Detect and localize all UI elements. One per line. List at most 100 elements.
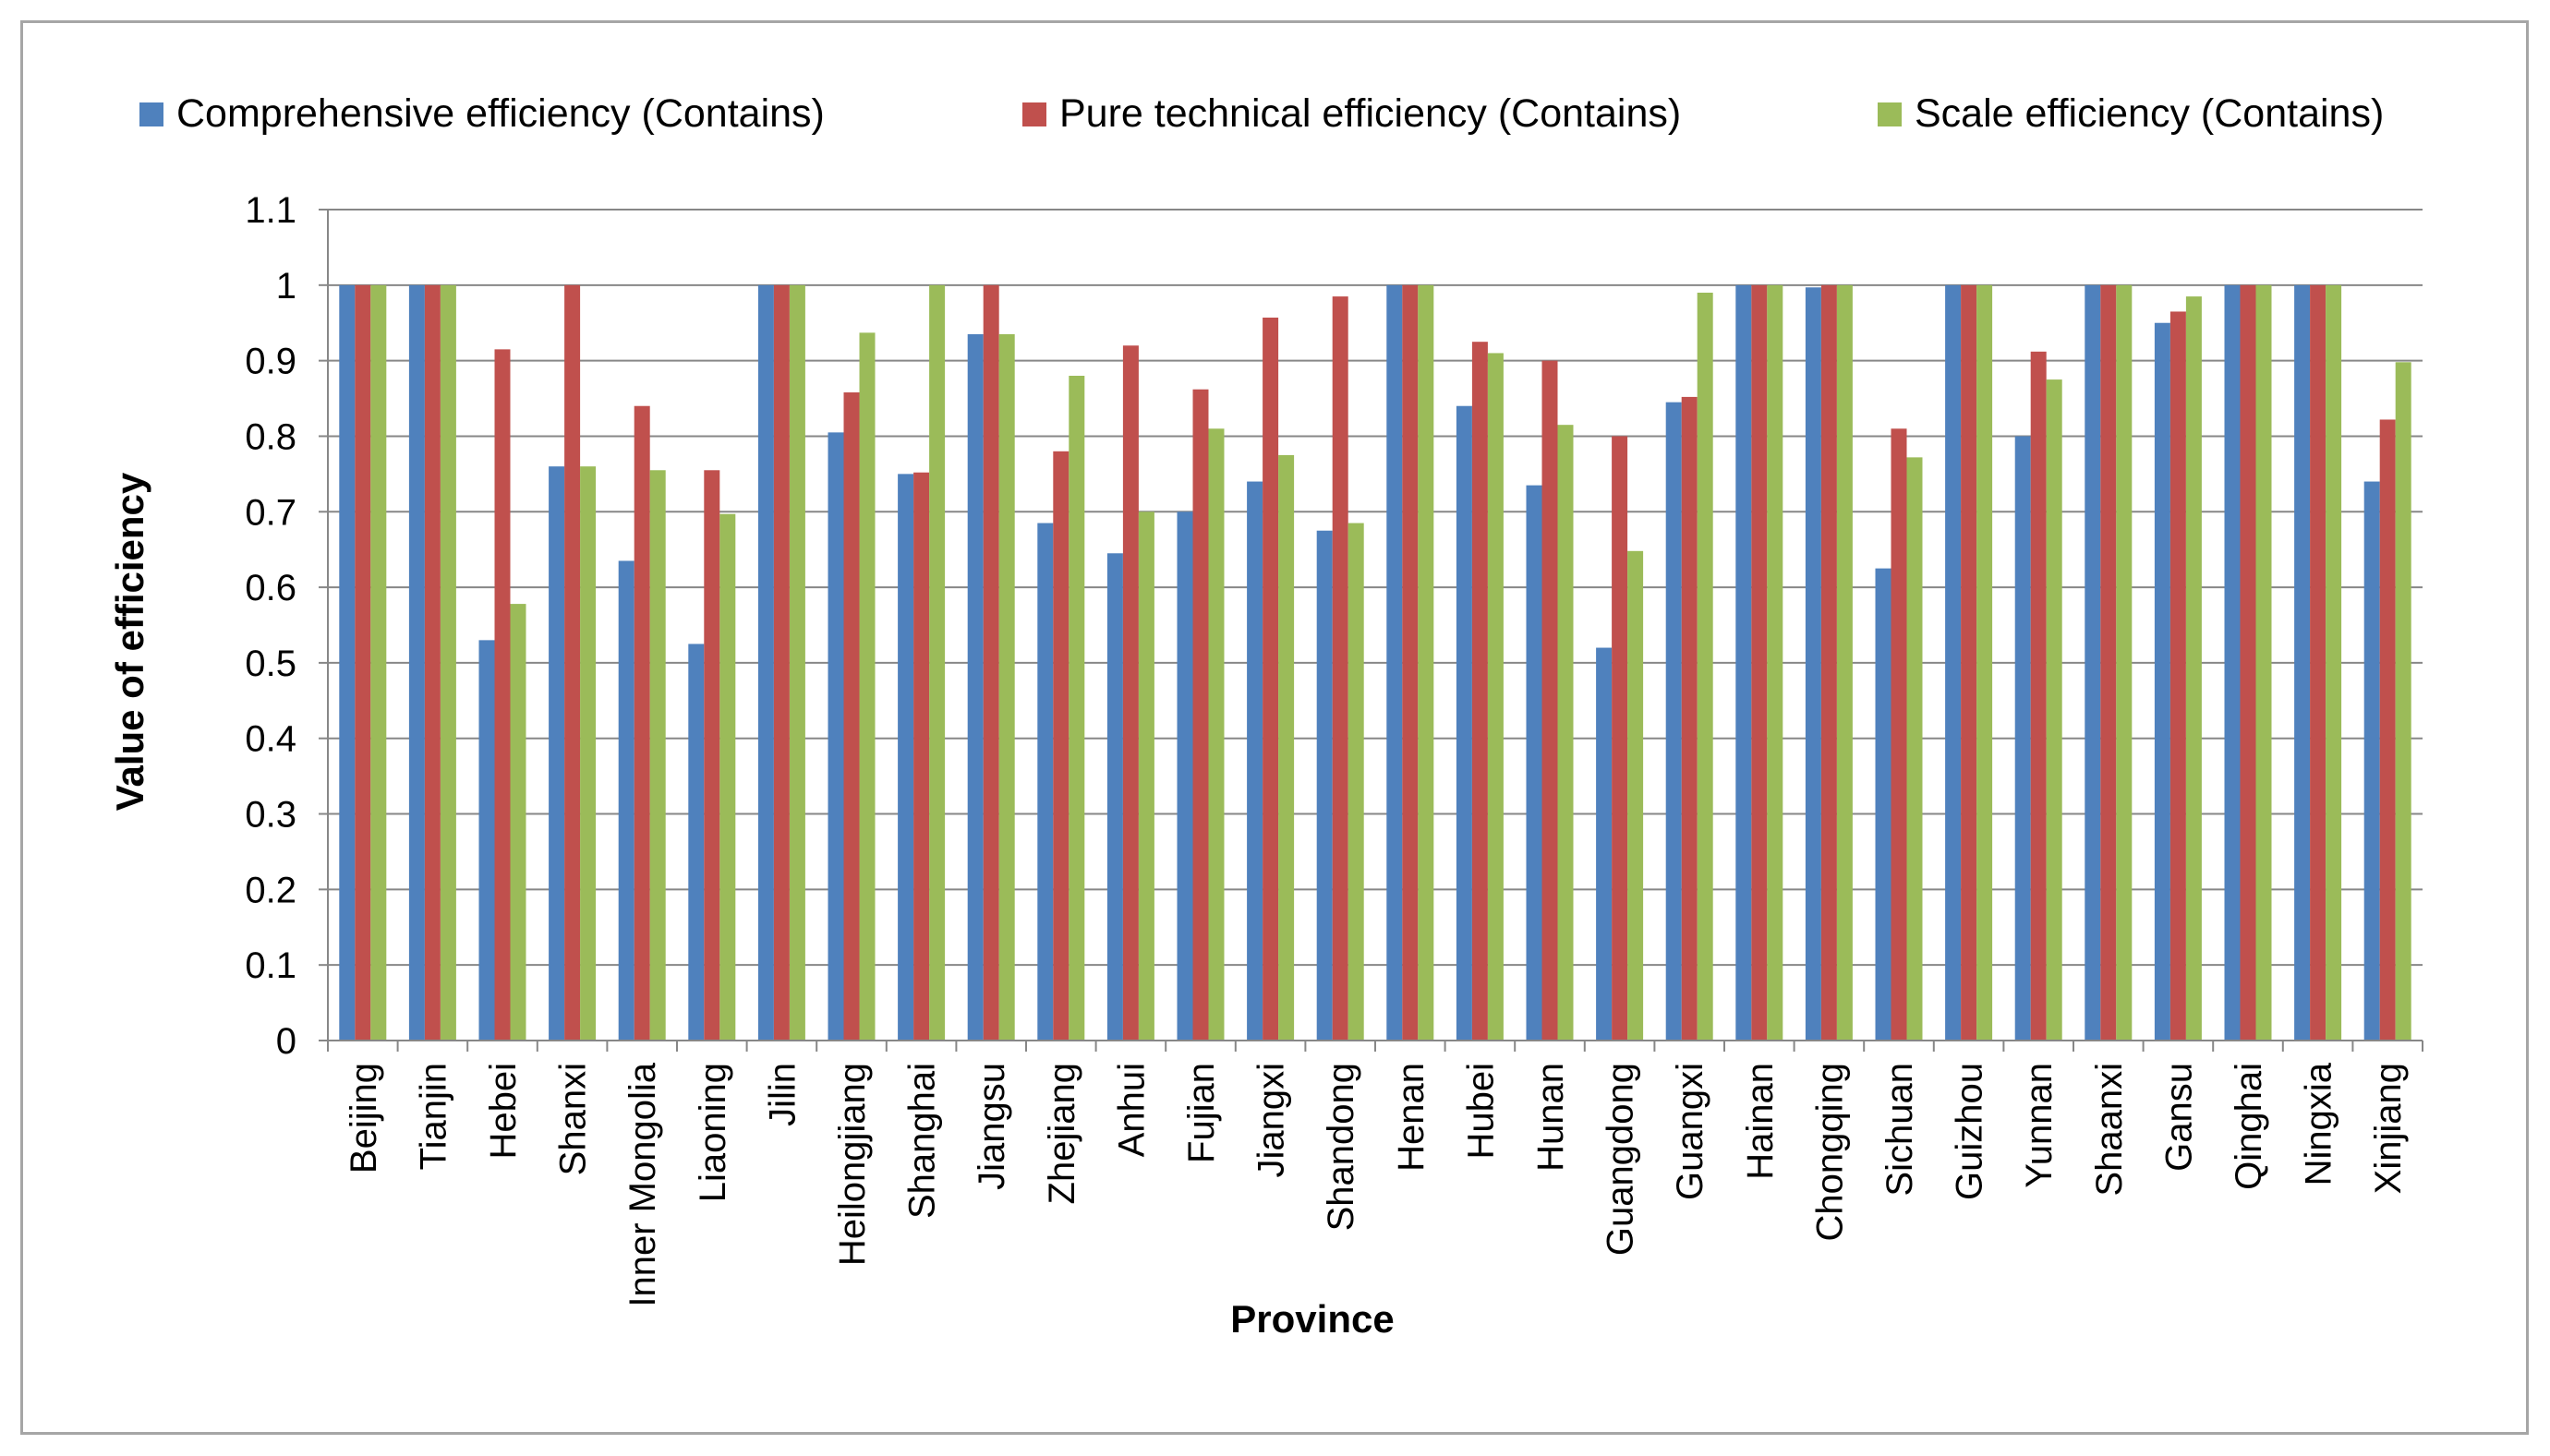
bar-jiangxi-series-3 (1278, 454, 1295, 1041)
x-tick-label: Gansu (2158, 1063, 2199, 1172)
bar-beijing-series-2 (355, 284, 371, 1041)
bar-henan-series-2 (1402, 284, 1419, 1041)
bar-hebei-series-3 (510, 604, 526, 1041)
bar-ningxia-series-2 (2310, 284, 2326, 1041)
legend: Comprehensive efficiency (Contains) Pure … (139, 91, 2384, 136)
bar-jiangxi-series-1 (1247, 481, 1263, 1041)
bar-hebei-series-1 (478, 640, 495, 1041)
bar-gansu-series-3 (2185, 296, 2202, 1041)
bar-inner-mongolia-series-2 (634, 405, 650, 1041)
bar-ningxia-series-1 (2294, 284, 2311, 1041)
legend-swatch-series-2 (1022, 102, 1046, 126)
x-tick-label: Sichuan (1879, 1063, 1920, 1197)
bar-beijing-series-3 (370, 284, 387, 1041)
x-tick-label: Hunan (1530, 1063, 1571, 1172)
bar-anhui-series-1 (1106, 553, 1123, 1041)
bar-fujian-series-1 (1177, 511, 1193, 1041)
bar-xinjiang-series-2 (2379, 419, 2396, 1041)
legend-label-series-1: Comprehensive efficiency (Contains) (176, 91, 825, 136)
legend-swatch-series-3 (1878, 102, 1902, 126)
bar-guangdong-series-1 (1596, 647, 1613, 1041)
bar-hubei-series-1 (1456, 405, 1472, 1041)
bar-fujian-series-3 (1208, 428, 1225, 1041)
bar-guangxi-series-1 (1665, 402, 1682, 1041)
bar-tianjin-series-1 (408, 284, 425, 1041)
bar-guangdong-series-2 (1612, 436, 1628, 1041)
bar-chongqing-series-1 (1805, 287, 1821, 1041)
bars (339, 284, 2411, 1041)
bar-hainan-series-2 (1751, 284, 1768, 1041)
bar-shandong-series-2 (1332, 296, 1348, 1041)
bar-jilin-series-1 (757, 284, 774, 1041)
bar-xinjiang-series-3 (2395, 362, 2411, 1041)
bar-hubei-series-3 (1487, 353, 1504, 1041)
bar-shaanxi-series-2 (2100, 284, 2117, 1041)
bar-guangxi-series-2 (1681, 396, 1698, 1041)
bar-jiangxi-series-2 (1263, 318, 1279, 1041)
x-tick-label: Guizhou (1950, 1063, 1990, 1200)
bar-sichuan-series-1 (1875, 568, 1891, 1041)
x-tick-label: Inner Mongolia (622, 1062, 663, 1306)
bar-henan-series-3 (1418, 284, 1434, 1041)
bar-anhui-series-3 (1138, 511, 1154, 1041)
y-tick-label: 0.2 (245, 870, 296, 910)
y-tick-label: 1.1 (245, 190, 296, 231)
bar-fujian-series-2 (1192, 389, 1209, 1041)
bar-yunnan-series-2 (2030, 351, 2047, 1041)
legend-label-series-2: Pure technical efficiency (Contains) (1059, 91, 1681, 136)
bar-jilin-series-3 (789, 284, 805, 1041)
bar-qinghai-series-2 (2240, 284, 2256, 1041)
bar-zhejiang-series-3 (1069, 376, 1085, 1041)
bar-zhejiang-series-2 (1053, 451, 1070, 1041)
x-axis-title: Province (1230, 1297, 1394, 1341)
y-tick-label: 0.8 (245, 416, 296, 457)
x-tick-label: Heilongjiang (832, 1063, 873, 1266)
bar-anhui-series-2 (1122, 345, 1139, 1041)
bar-chongqing-series-3 (1836, 284, 1853, 1041)
bar-shandong-series-1 (1316, 530, 1333, 1041)
x-tick-label: Jiangsu (972, 1063, 1012, 1190)
y-tick-label: 0.3 (245, 795, 296, 836)
bar-tianjin-series-2 (424, 284, 441, 1041)
bar-liaoning-series-1 (688, 644, 705, 1041)
y-tick-label: 0.1 (245, 945, 296, 986)
x-tick-label: Chongqing (1809, 1063, 1850, 1242)
bar-jiangsu-series-2 (983, 284, 999, 1041)
x-tick-label: Hubei (1460, 1063, 1501, 1160)
axes: 0 0.1 0.2 0.3 0.4 0.5 0.6 0.7 0.8 0.9 1 1.1 Beijing T… (245, 190, 2423, 1307)
bar-shaanxi-series-1 (2085, 284, 2101, 1041)
chart-frame: 0 0.1 0.2 0.3 0.4 0.5 0.6 0.7 0.8 0.9 1 1.1 Beijing T… (20, 20, 2529, 1435)
bar-shanghai-series-3 (929, 284, 946, 1041)
bar-heilongjiang-series-3 (859, 332, 876, 1041)
y-tick-label: 0.6 (245, 568, 296, 608)
bar-shanxi-series-1 (549, 466, 565, 1041)
bar-guizhou-series-3 (1976, 284, 1993, 1041)
x-tick-label: Zhejiang (1042, 1063, 1082, 1204)
bar-liaoning-series-2 (704, 470, 720, 1041)
bar-hainan-series-1 (1735, 284, 1752, 1041)
bar-beijing-series-1 (339, 284, 356, 1041)
bar-sichuan-series-2 (1891, 428, 1907, 1041)
bar-zhejiang-series-1 (1037, 523, 1054, 1041)
x-tick-label: Anhui (1111, 1063, 1152, 1157)
x-tick-label: Shaanxi (2089, 1063, 2130, 1197)
x-tick-label: Hainan (1740, 1063, 1781, 1180)
bar-xinjiang-series-1 (2363, 481, 2380, 1041)
bar-jilin-series-2 (773, 284, 790, 1041)
x-tick-label: Fujian (1181, 1063, 1222, 1163)
bar-tianjin-series-3 (440, 284, 456, 1041)
y-tick-label: 0.7 (245, 492, 296, 533)
bar-hunan-series-1 (1526, 485, 1542, 1041)
bar-yunnan-series-3 (2046, 379, 2062, 1041)
bar-guizhou-series-1 (1945, 284, 1962, 1041)
bar-hubei-series-2 (1471, 342, 1488, 1041)
x-tick-label: Qinghai (2229, 1063, 2269, 1190)
bar-shanghai-series-2 (913, 472, 930, 1041)
x-tick-label: Beijing (344, 1063, 384, 1173)
legend-label-series-3: Scale efficiency (Contains) (1915, 91, 2384, 136)
x-tick-label: Ningxia (2299, 1062, 2339, 1185)
x-tick-label: Shanghai (902, 1063, 943, 1219)
bar-heilongjiang-series-2 (843, 392, 860, 1041)
bar-shaanxi-series-3 (2116, 284, 2133, 1041)
bar-hainan-series-3 (1767, 284, 1783, 1041)
